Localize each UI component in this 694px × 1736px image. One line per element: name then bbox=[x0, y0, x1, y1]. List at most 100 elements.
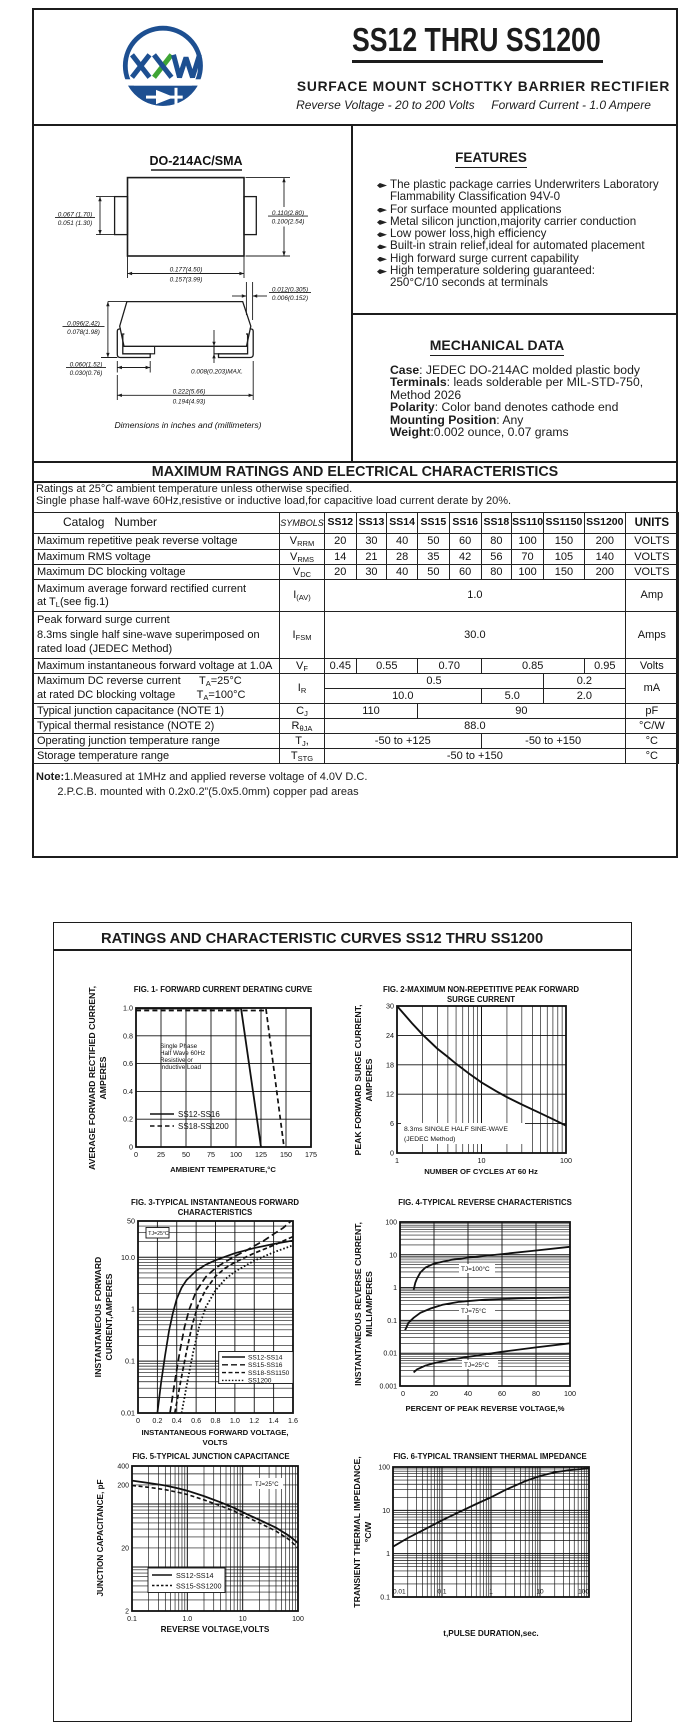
svg-text:200: 200 bbox=[117, 1483, 129, 1490]
svg-text:0.012(0.305): 0.012(0.305) bbox=[272, 286, 308, 293]
svg-text:MILLIAMPERES: MILLIAMPERES bbox=[364, 1271, 374, 1337]
svg-text:Single Phase: Single Phase bbox=[160, 1043, 198, 1050]
svg-text:NUMBER OF CYCLES AT 60 Hz: NUMBER OF CYCLES AT 60 Hz bbox=[424, 1167, 538, 1176]
svg-text:SS1200: SS1200 bbox=[248, 1378, 272, 1385]
svg-text:1.0: 1.0 bbox=[230, 1416, 240, 1425]
svg-text:0.157(3.99): 0.157(3.99) bbox=[170, 277, 203, 284]
svg-text:SS12-SS14: SS12-SS14 bbox=[176, 1571, 214, 1580]
svg-text:10.0: 10.0 bbox=[121, 1253, 135, 1262]
svg-text:DO-214AC/SMA: DO-214AC/SMA bbox=[149, 154, 242, 168]
svg-text:10: 10 bbox=[389, 1252, 397, 1259]
svg-text:80: 80 bbox=[532, 1389, 540, 1398]
svg-text:0.078(1.98): 0.078(1.98) bbox=[67, 329, 100, 336]
svg-text:1: 1 bbox=[489, 1589, 493, 1596]
svg-text:0.096(2.42): 0.096(2.42) bbox=[67, 320, 100, 327]
svg-text:400: 400 bbox=[117, 1464, 129, 1471]
svg-text:75: 75 bbox=[207, 1150, 215, 1159]
svg-text:8.3ms SINGLE HALF SINE-WAVE: 8.3ms SINGLE HALF SINE-WAVE bbox=[404, 1126, 508, 1133]
svg-text:0: 0 bbox=[129, 1143, 133, 1152]
svg-text:0.067 (1.70): 0.067 (1.70) bbox=[58, 211, 92, 218]
svg-text:1.0: 1.0 bbox=[182, 1616, 192, 1623]
svg-text:FIG. 2-MAXIMUM NON-REPETITIVE: FIG. 2-MAXIMUM NON-REPETITIVE PEAK FORWA… bbox=[383, 985, 579, 994]
svg-text:0.1: 0.1 bbox=[437, 1589, 446, 1596]
svg-text:0.2: 0.2 bbox=[123, 1115, 133, 1124]
svg-text:50: 50 bbox=[127, 1217, 135, 1226]
svg-text:FIG. 6-TYPICAL TRANSIENT THERM: FIG. 6-TYPICAL TRANSIENT THERMAL IMPEDAN… bbox=[393, 1452, 586, 1461]
svg-text:0: 0 bbox=[390, 1149, 394, 1158]
svg-text:0.1: 0.1 bbox=[125, 1357, 135, 1366]
svg-text:TJ=25°C: TJ=25°C bbox=[148, 1231, 169, 1237]
svg-text:0.001: 0.001 bbox=[379, 1384, 397, 1391]
svg-text:100: 100 bbox=[230, 1150, 242, 1159]
svg-text:18: 18 bbox=[386, 1060, 394, 1069]
svg-text:TJ=75°C: TJ=75°C bbox=[461, 1307, 486, 1315]
svg-text:Inductive Load: Inductive Load bbox=[160, 1064, 201, 1071]
svg-text:FIG. 5-TYPICAL JUNCTION CAPACI: FIG. 5-TYPICAL JUNCTION CAPACITANCE bbox=[132, 1452, 289, 1461]
svg-text:SS12-SS16: SS12-SS16 bbox=[178, 1110, 220, 1119]
svg-text:0.2: 0.2 bbox=[152, 1416, 162, 1425]
svg-text:SS15-SS1200: SS15-SS1200 bbox=[176, 1582, 222, 1591]
svg-text:JUNCTION CAPACITANCE, pF: JUNCTION CAPACITANCE, pF bbox=[96, 1479, 105, 1596]
svg-text:t,PULSE DURATION,sec.: t,PULSE DURATION,sec. bbox=[443, 1629, 538, 1638]
svg-text:150: 150 bbox=[280, 1150, 292, 1159]
svg-text:60: 60 bbox=[498, 1389, 506, 1398]
svg-text:SS18-SS1200: SS18-SS1200 bbox=[178, 1122, 229, 1131]
svg-text:1.4: 1.4 bbox=[269, 1416, 279, 1425]
svg-text:0.4: 0.4 bbox=[123, 1087, 133, 1096]
svg-text:INSTANTANEOUS FORWARD VOLTAGE,: INSTANTANEOUS FORWARD VOLTAGE, bbox=[141, 1428, 288, 1437]
svg-text:0.177(4.50): 0.177(4.50) bbox=[170, 267, 203, 274]
svg-text:0.01: 0.01 bbox=[121, 1409, 135, 1418]
svg-text:0: 0 bbox=[136, 1416, 140, 1425]
svg-text:0.110(2.80): 0.110(2.80) bbox=[272, 210, 304, 217]
svg-text:Half Wave 60Hz: Half Wave 60Hz bbox=[160, 1050, 205, 1057]
svg-text:10: 10 bbox=[239, 1616, 247, 1623]
svg-text:0.01: 0.01 bbox=[393, 1589, 406, 1596]
svg-text:100: 100 bbox=[292, 1616, 304, 1623]
svg-text:10: 10 bbox=[536, 1589, 544, 1596]
svg-text:0: 0 bbox=[401, 1389, 405, 1398]
svg-text:0.1: 0.1 bbox=[127, 1616, 137, 1623]
svg-text:1.6: 1.6 bbox=[288, 1416, 298, 1425]
svg-text:50: 50 bbox=[182, 1150, 190, 1159]
svg-text:AMPERES: AMPERES bbox=[364, 1058, 374, 1101]
svg-text:TRANSIENT THERMAL IMPEDANCE,: TRANSIENT THERMAL IMPEDANCE, bbox=[352, 1456, 362, 1607]
svg-text:AVERAGE FORWARD RECTIFIED CURR: AVERAGE FORWARD RECTIFIED CURRENT, bbox=[87, 986, 97, 1170]
svg-text:SS15-SS16: SS15-SS16 bbox=[248, 1362, 283, 1369]
svg-text:100: 100 bbox=[564, 1389, 576, 1398]
svg-text:INSTANTANEOUS FORWARD: INSTANTANEOUS FORWARD bbox=[93, 1257, 103, 1378]
svg-text:TJ=25°C: TJ=25°C bbox=[464, 1361, 489, 1369]
svg-text:0.100(2.54): 0.100(2.54) bbox=[272, 218, 305, 225]
svg-text:0.1: 0.1 bbox=[380, 1595, 390, 1602]
svg-text:20: 20 bbox=[121, 1546, 129, 1553]
svg-text:AMBIENT TEMPERATURE,°C: AMBIENT TEMPERATURE,°C bbox=[170, 1165, 276, 1174]
svg-text:24: 24 bbox=[386, 1031, 394, 1040]
svg-text:1: 1 bbox=[386, 1551, 390, 1558]
svg-text:25: 25 bbox=[157, 1150, 165, 1159]
svg-text:0.8: 0.8 bbox=[211, 1416, 221, 1425]
svg-text:Dimensions in inches and (mill: Dimensions in inches and (millimeters) bbox=[114, 420, 261, 430]
svg-text:175: 175 bbox=[305, 1150, 317, 1159]
svg-text:SURGE CURRENT: SURGE CURRENT bbox=[447, 995, 515, 1004]
svg-text:(JEDEC Method): (JEDEC Method) bbox=[404, 1136, 455, 1143]
svg-text:2: 2 bbox=[125, 1609, 129, 1616]
svg-text:40: 40 bbox=[464, 1389, 472, 1398]
svg-text:AMPERES: AMPERES bbox=[98, 1056, 108, 1099]
svg-text:0.6: 0.6 bbox=[123, 1059, 133, 1068]
svg-text:100: 100 bbox=[560, 1156, 572, 1165]
svg-text:SS12-SS14: SS12-SS14 bbox=[248, 1354, 283, 1361]
svg-text:CHARACTERISTICS: CHARACTERISTICS bbox=[178, 1208, 253, 1217]
svg-text:INSTANTANEOUS REVERSE CURRENT,: INSTANTANEOUS REVERSE CURRENT, bbox=[353, 1222, 363, 1386]
svg-text:0.006(0.152): 0.006(0.152) bbox=[272, 295, 308, 302]
svg-text:6: 6 bbox=[390, 1119, 394, 1128]
svg-text:SS18-SS1150: SS18-SS1150 bbox=[248, 1370, 290, 1377]
svg-text:0.01: 0.01 bbox=[383, 1351, 397, 1358]
svg-text:1.0: 1.0 bbox=[123, 1004, 133, 1013]
svg-text:0.1: 0.1 bbox=[387, 1318, 397, 1325]
svg-text:0.008(0.203)MAX.: 0.008(0.203)MAX. bbox=[191, 369, 243, 376]
svg-text:0.030(0.76): 0.030(0.76) bbox=[70, 370, 103, 377]
svg-text:100: 100 bbox=[378, 1465, 390, 1472]
svg-text:°C/W: °C/W bbox=[363, 1521, 373, 1542]
svg-text:TJ=100°C: TJ=100°C bbox=[461, 1265, 490, 1273]
svg-text:1.2: 1.2 bbox=[249, 1416, 259, 1425]
svg-text:CURRENT,AMPERES: CURRENT,AMPERES bbox=[104, 1273, 114, 1360]
